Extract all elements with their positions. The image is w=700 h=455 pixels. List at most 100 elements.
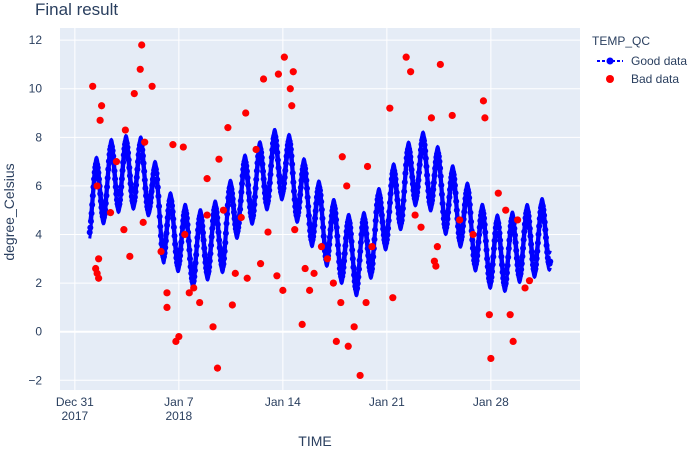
bad-data-point	[148, 82, 156, 90]
y-tick-label: 12	[29, 33, 43, 47]
bad-data-point	[417, 223, 425, 231]
bad-data-point	[126, 252, 134, 260]
bad-data-point	[494, 189, 502, 197]
bad-data-point	[237, 213, 245, 222]
bad-data-point	[427, 114, 436, 122]
bad-data-point	[350, 323, 358, 331]
bad-data-point	[289, 68, 297, 76]
bad-data-point	[106, 209, 115, 217]
bad-data-point	[95, 255, 103, 263]
x-tick-label-year: 2018	[166, 409, 193, 423]
bad-data-point	[163, 303, 171, 311]
bad-data-point	[506, 311, 514, 319]
bad-data-point	[386, 104, 394, 112]
bad-data-point	[203, 175, 211, 183]
bad-data-point	[291, 226, 299, 234]
bad-data-point	[256, 260, 265, 268]
bad-data-point	[362, 298, 370, 307]
bad-data-point	[203, 211, 211, 219]
x-tick-label: Jan 14	[265, 395, 301, 409]
bad-data-point	[310, 269, 318, 277]
bad-data-point	[332, 337, 340, 346]
bad-data-point	[502, 206, 510, 214]
bad-data-point	[456, 216, 464, 224]
bad-data-point	[433, 243, 441, 251]
bad-data-point	[479, 97, 488, 105]
bad-data-point	[209, 323, 217, 331]
bad-data-point	[181, 230, 189, 239]
bad-data-point	[338, 153, 346, 161]
bad-data-point	[487, 354, 495, 363]
bad-data-point	[286, 85, 294, 93]
bad-data-point	[368, 243, 376, 251]
bad-data-point	[185, 289, 193, 297]
bad-data-point	[121, 126, 129, 134]
good-data-series	[86, 127, 554, 298]
y-tick-label: −2	[28, 373, 42, 387]
bad-data-point	[252, 145, 260, 154]
bad-data-point	[274, 70, 282, 78]
bad-data-point	[179, 143, 187, 151]
bad-data-point	[337, 298, 345, 307]
bad-data-point	[301, 264, 309, 273]
bad-data-point	[298, 320, 306, 328]
bad-data-point	[514, 216, 522, 224]
bad-data-point	[89, 82, 97, 90]
y-tick-label: 2	[35, 276, 42, 290]
bad-data-point	[329, 279, 337, 287]
bad-data-point	[169, 141, 177, 149]
bad-data-series	[89, 41, 534, 380]
bad-data-point	[95, 274, 103, 282]
bad-data-point	[432, 262, 440, 270]
y-tick-label: 4	[35, 228, 42, 242]
x-axis-title: TIME	[298, 433, 331, 449]
chart-title: Final result	[35, 0, 118, 19]
legend-title: TEMP_QC	[592, 34, 650, 48]
x-tick-label-year: 2017	[62, 409, 89, 423]
gridlines	[60, 28, 580, 390]
bad-data-point	[157, 247, 165, 256]
bad-data-point	[196, 298, 204, 307]
bad-data-point	[190, 284, 198, 292]
legend-item-bad-data[interactable]: Bad data	[606, 72, 679, 86]
bad-data-point	[389, 294, 397, 302]
bad-data-point	[120, 226, 128, 234]
bad-data-point	[288, 102, 296, 110]
bad-data-point	[96, 116, 104, 124]
bad-data-point	[469, 230, 477, 239]
bad-data-point	[130, 90, 138, 98]
bad-data-point	[317, 243, 326, 251]
bad-data-point	[323, 255, 332, 263]
bad-data-point	[280, 53, 288, 61]
bad-data-point	[259, 75, 268, 83]
x-tick-label: Dec 31	[56, 395, 94, 409]
bad-data-point	[219, 206, 228, 214]
bad-data-point	[436, 60, 444, 69]
bad-data-point	[175, 332, 183, 341]
bad-data-point	[407, 68, 415, 76]
y-tick-label: 0	[35, 325, 42, 339]
bad-data-point	[264, 228, 272, 236]
bad-data-point	[141, 138, 149, 146]
legend[interactable]: TEMP_QC Good data Bad data	[592, 34, 687, 86]
bad-data-point	[228, 301, 236, 309]
bad-data-point	[231, 269, 239, 277]
legend-item-good-data[interactable]: Good data	[597, 54, 687, 68]
bad-data-point	[98, 102, 106, 110]
bad-data-point	[509, 337, 517, 346]
y-tick-label: 6	[35, 179, 42, 193]
bad-data-point	[242, 109, 250, 117]
bad-data-point	[525, 277, 534, 285]
legend-bad-data-marker-icon	[606, 75, 614, 83]
bad-data-point	[224, 124, 232, 132]
bad-data-point	[136, 65, 144, 73]
x-tick-label: Jan 21	[369, 395, 405, 409]
bad-data-point	[402, 53, 410, 61]
bad-data-point	[139, 218, 147, 226]
bad-data-point	[112, 158, 121, 166]
y-tick-label: 8	[35, 130, 42, 144]
bad-data-point	[306, 286, 314, 294]
bad-data-point	[448, 111, 456, 120]
